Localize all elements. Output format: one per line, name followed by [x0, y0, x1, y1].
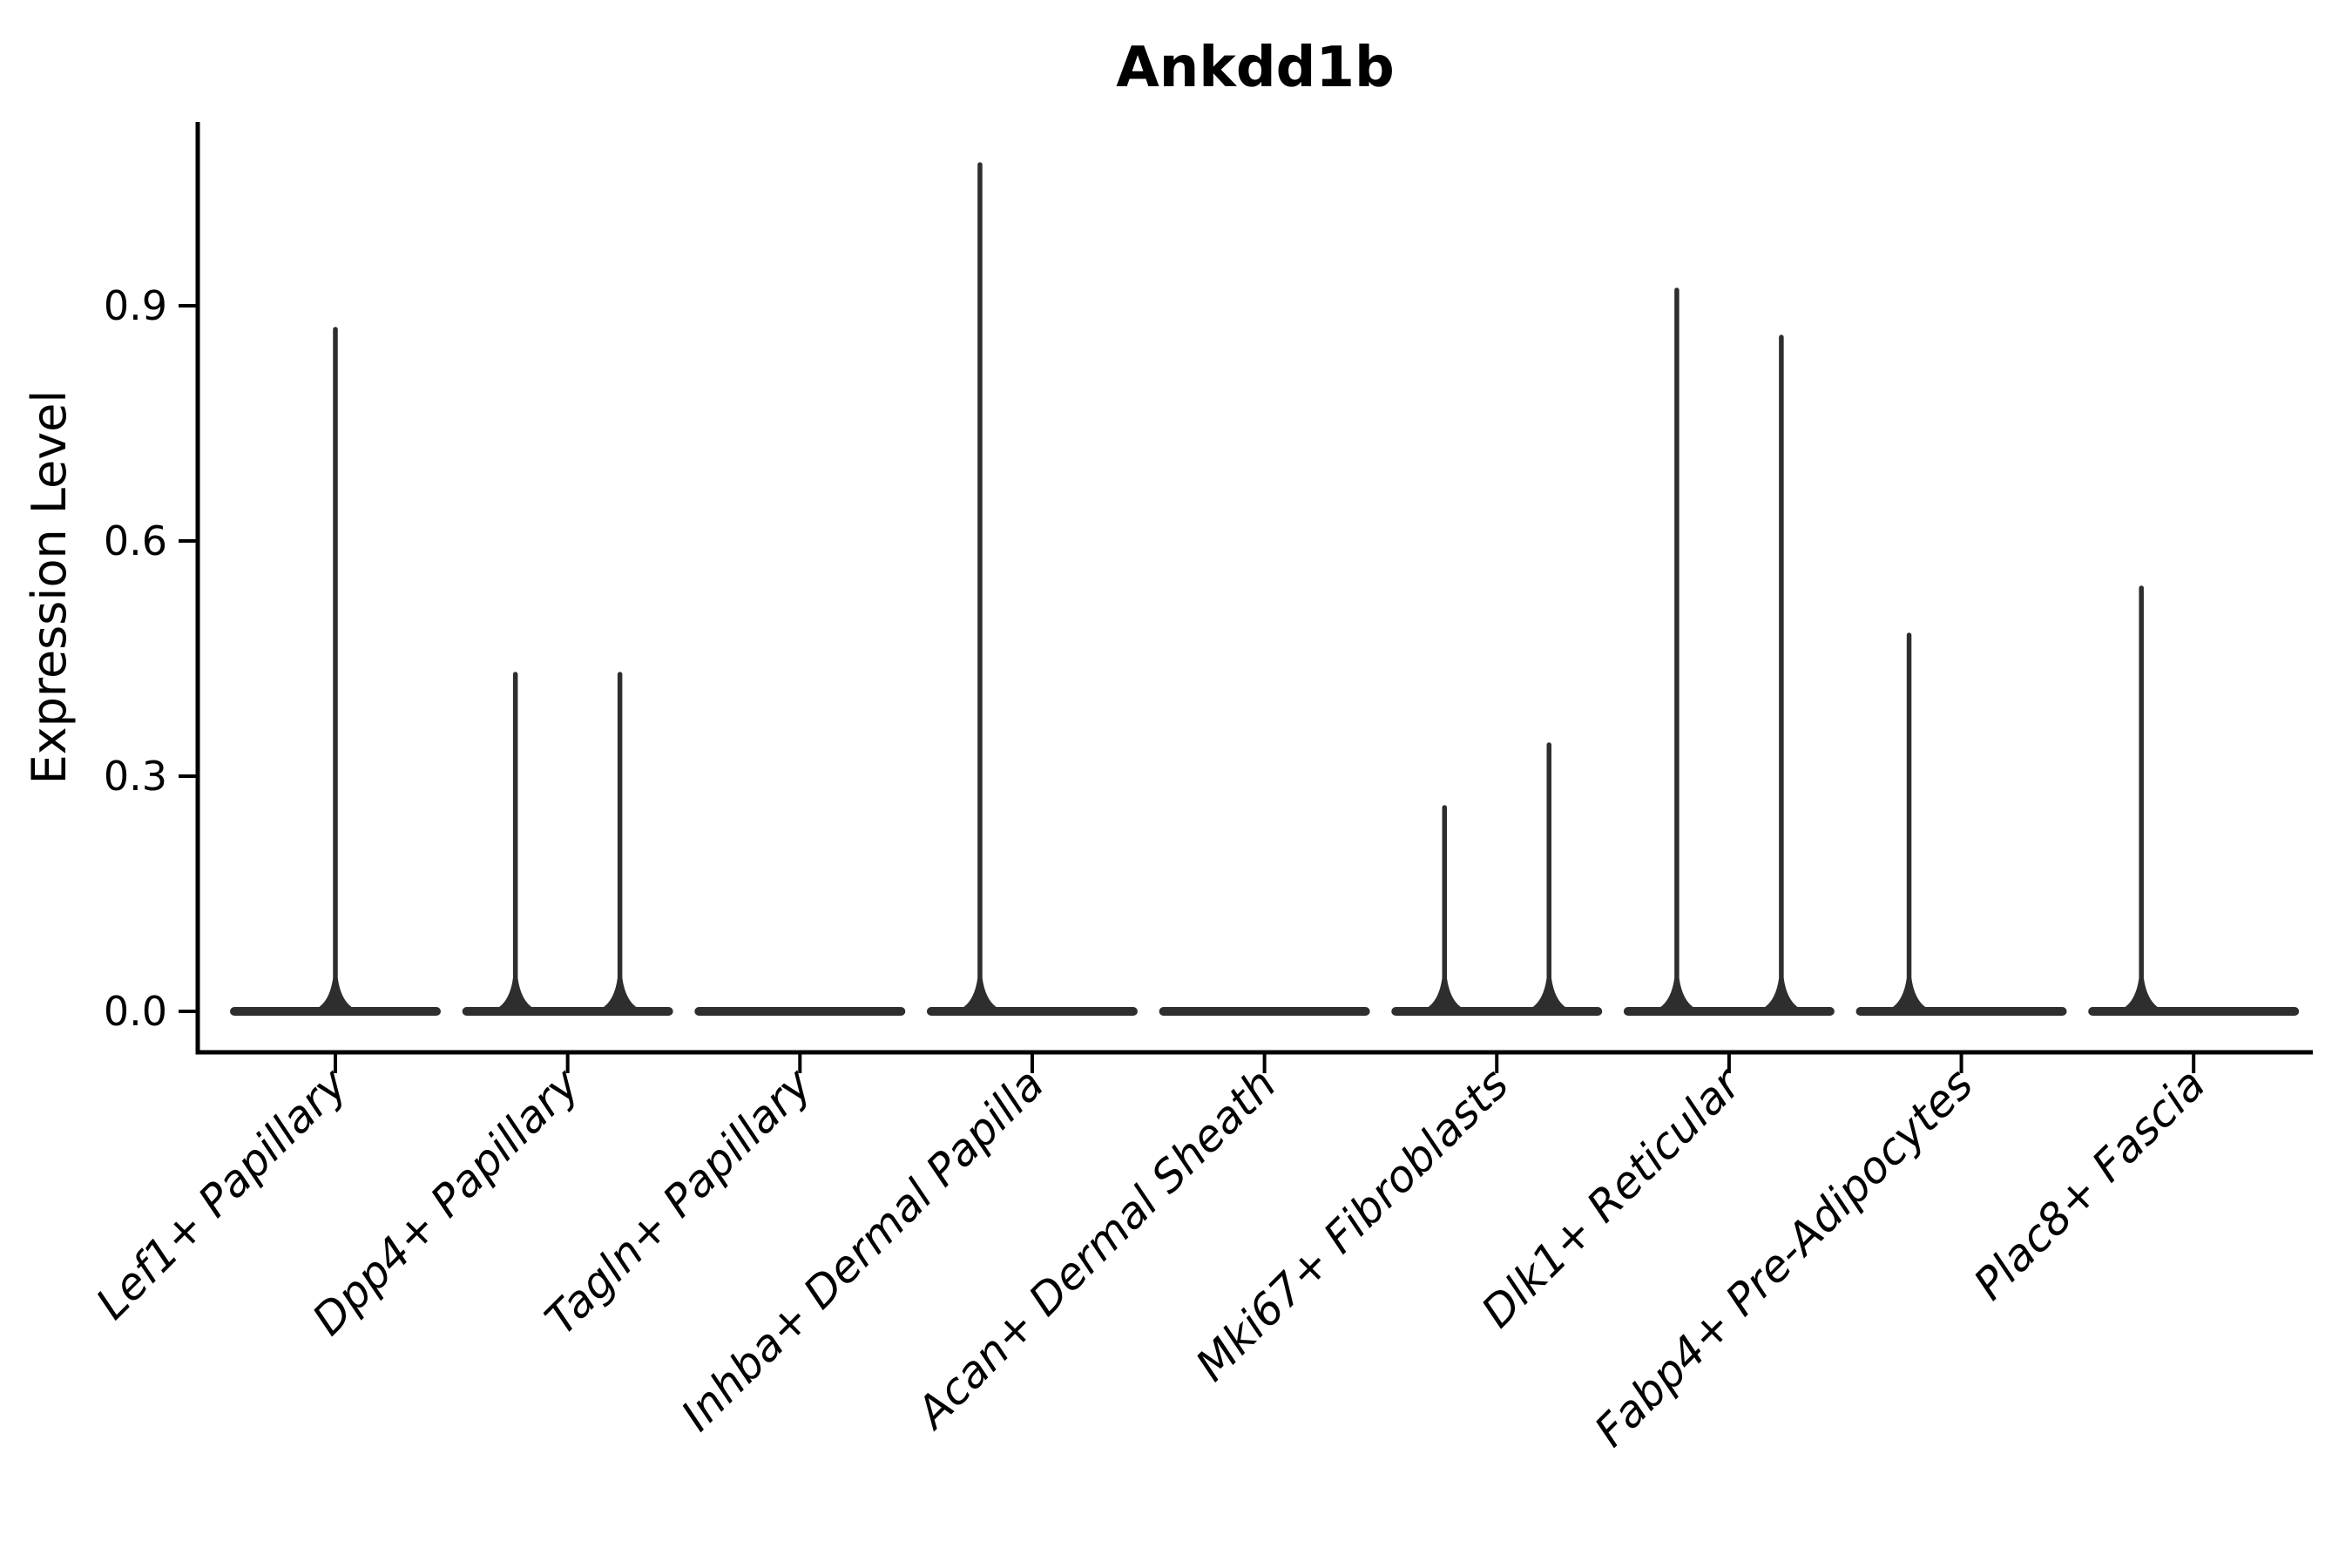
violin-layer	[230, 162, 2300, 1016]
violin-baseline	[1623, 1007, 1835, 1016]
x-tick-label: Lef1+ Papillary	[86, 1058, 357, 1328]
violin-baseline	[926, 1007, 1138, 1016]
x-tick-label: Fabp4+ Pre-Adipocytes	[1585, 1058, 1983, 1456]
violin-baseline	[694, 1007, 906, 1016]
violin-baseline	[1391, 1007, 1603, 1016]
violin-baseline	[1855, 1007, 2067, 1016]
y-tick-label: 0.9	[104, 282, 167, 329]
chart-title: Ankdd1b	[1116, 36, 1395, 100]
violin-baseline	[2088, 1007, 2300, 1016]
violin-baseline	[1159, 1007, 1370, 1016]
x-tick-label: Plac8+ Fascia	[1964, 1058, 2215, 1309]
y-tick-label: 0.0	[104, 988, 167, 1035]
y-axis-label: Expression Level	[22, 390, 77, 785]
y-tick-label: 0.6	[104, 517, 167, 564]
violin-baseline	[462, 1007, 673, 1016]
y-tick-label: 0.3	[104, 753, 167, 800]
